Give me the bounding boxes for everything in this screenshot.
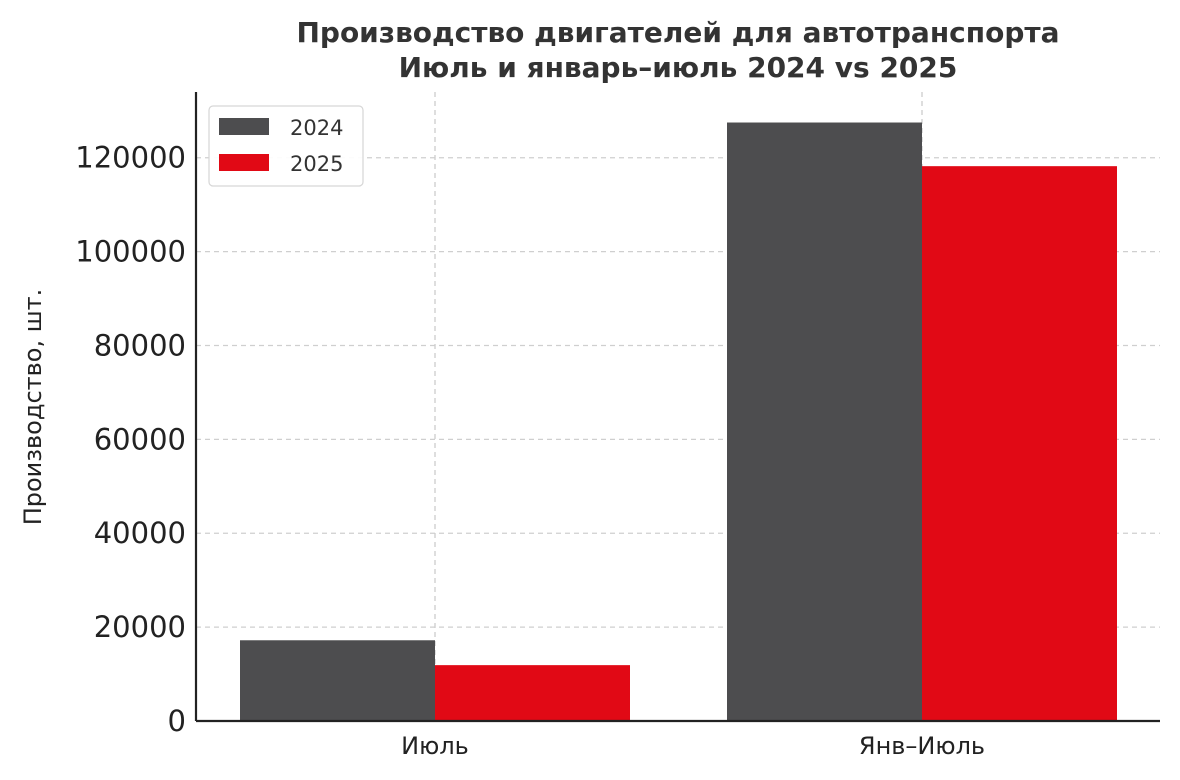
y-tick-label: 80000 xyxy=(94,328,186,362)
bar-2025-янв–июль xyxy=(922,166,1117,722)
chart-title-line-2: Июль и январь–июль 2024 vs 2025 xyxy=(399,51,958,84)
legend-label-2024: 2024 xyxy=(290,116,343,140)
y-tick-label: 60000 xyxy=(94,422,186,456)
bar-2025-июль xyxy=(435,665,630,721)
legend-label-2025: 2025 xyxy=(290,152,343,176)
x-tick-label: Июль xyxy=(401,732,469,760)
ticks-layer: 0 20000 40000 60000 80000 100000 120000 Июль Янв… xyxy=(75,141,985,760)
y-tick-label: 40000 xyxy=(94,516,186,550)
y-axis-label: Производство, шт. xyxy=(19,289,47,526)
legend: 2024 2025 xyxy=(208,105,364,187)
y-tick-label: 100000 xyxy=(75,235,186,269)
chart-title-line-1: Производство двигателей для автотранспор… xyxy=(296,16,1059,49)
legend-swatch-2024 xyxy=(219,118,269,135)
bar-2024-янв–июль xyxy=(727,122,922,722)
bar-2024-июль xyxy=(240,640,435,721)
legend-swatch-2025 xyxy=(219,154,269,171)
y-tick-label: 120000 xyxy=(75,141,186,175)
x-tick-label: Янв–Июль xyxy=(859,732,985,760)
axes-layer xyxy=(194,92,1160,723)
bars-layer xyxy=(240,122,1117,722)
y-tick-label: 20000 xyxy=(94,610,186,644)
y-tick-label: 0 xyxy=(168,704,186,738)
